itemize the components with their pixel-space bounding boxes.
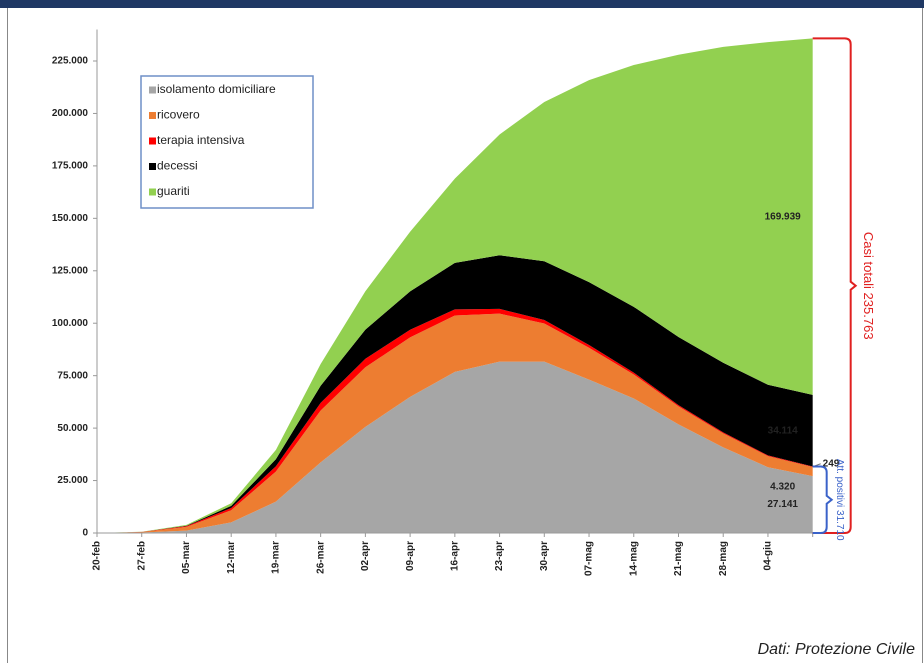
area [97, 255, 813, 534]
legend-label: decessi [157, 159, 198, 173]
annotation: Att. positivi 31.710 [834, 459, 845, 541]
annotation: Casi totali 235.763 [861, 232, 876, 340]
area [97, 361, 813, 533]
x-tick-label: 27-feb [136, 541, 147, 570]
x-tick-label: 19-mar [271, 541, 282, 574]
x-tick-label: 07-mag [584, 541, 595, 576]
y-tick-label: 75.000 [57, 370, 88, 381]
x-tick-label: 09-apr [405, 541, 416, 571]
y-tick-label: 50.000 [57, 423, 88, 434]
legend-swatch [149, 86, 156, 94]
x-tick-label: 16-apr [449, 541, 460, 571]
area [97, 313, 813, 533]
data-label: 34.114 [768, 425, 798, 436]
area [97, 38, 813, 533]
legend-swatch [149, 188, 156, 196]
legend-label: isolamento domiciliare [157, 82, 276, 96]
y-tick-label: 150.000 [52, 213, 89, 224]
x-tick-label: 30-apr [539, 541, 550, 571]
total-bracket [812, 37, 858, 534]
legend-label: guariti [157, 184, 190, 198]
legend-swatch [149, 112, 156, 119]
x-tick-label: 26-mar [315, 541, 326, 574]
y-tick-label: 0 [82, 528, 88, 539]
data-label: 4.320 [770, 482, 795, 493]
x-tick-label: 21-mag [673, 541, 684, 576]
x-tick-label: 05-mar [181, 541, 192, 574]
title-bar [0, 0, 924, 8]
legend-swatch [149, 137, 156, 145]
legend-label: terapia intensiva [157, 133, 245, 147]
legend-box [140, 75, 314, 209]
x-tick-label: 02-apr [360, 541, 371, 571]
x-tick-label: 20-feb [92, 541, 103, 570]
x-tick-label: 28-mag [718, 541, 729, 576]
legend-label: ricovero [157, 108, 200, 122]
y-tick-label: 25.000 [57, 475, 88, 486]
active-bracket [812, 465, 834, 534]
legend: isolamento domiciliare ricovero terapia in… [140, 75, 314, 209]
data-label: 169.939 [765, 211, 802, 222]
y-tick-label: 175.000 [52, 161, 89, 172]
x-tick-label: 14-mag [628, 541, 639, 576]
y-tick-label: 100.000 [52, 318, 89, 329]
y-tick-label: 200.000 [52, 108, 89, 119]
x-tick-label: 04-giu [763, 541, 774, 570]
x-tick-label: 12-mar [226, 541, 237, 574]
x-tick-label: 23-apr [494, 541, 505, 571]
y-tick-label: 225.000 [52, 56, 89, 67]
legend-swatch [149, 163, 156, 170]
data-label: 27.141 [767, 499, 798, 510]
data-label: 249 [823, 458, 840, 469]
y-tick-label: 125.000 [52, 265, 89, 276]
source: Dati: Protezione Civile [758, 641, 916, 658]
